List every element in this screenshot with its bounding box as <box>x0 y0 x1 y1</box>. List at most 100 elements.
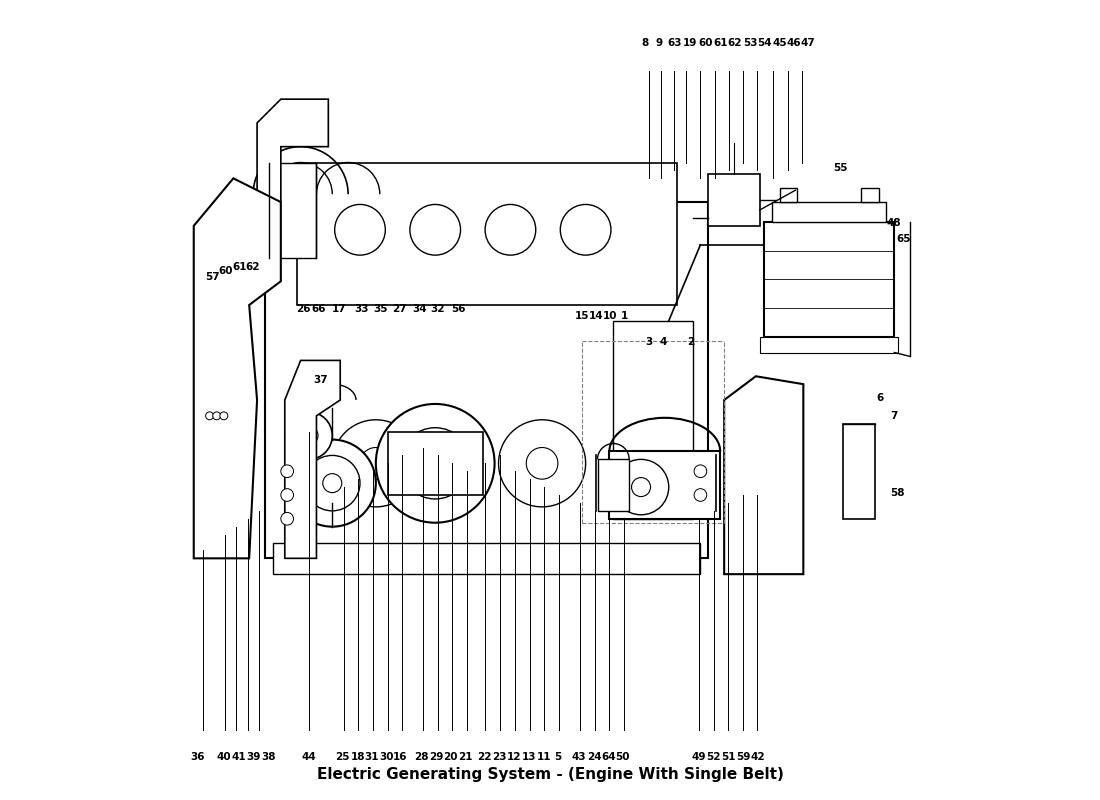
Text: 2: 2 <box>688 338 694 347</box>
Text: 55: 55 <box>834 163 848 173</box>
Polygon shape <box>194 178 280 558</box>
Text: Electric Generating System - (Engine With Single Belt): Electric Generating System - (Engine Wit… <box>317 766 783 782</box>
Text: 56: 56 <box>451 304 465 314</box>
Text: 47: 47 <box>801 38 815 48</box>
Text: 61: 61 <box>232 262 246 272</box>
Circle shape <box>305 455 360 511</box>
Bar <box>861 188 879 202</box>
Text: 12: 12 <box>507 752 521 762</box>
Circle shape <box>410 205 461 255</box>
Text: 49: 49 <box>692 752 706 762</box>
Bar <box>760 337 899 353</box>
Bar <box>763 222 894 337</box>
Text: 18: 18 <box>351 752 365 762</box>
Circle shape <box>614 459 669 514</box>
Circle shape <box>299 426 318 445</box>
Text: 29: 29 <box>429 752 443 762</box>
Text: 36: 36 <box>190 752 205 762</box>
Text: 65: 65 <box>896 234 911 244</box>
Text: 26: 26 <box>296 304 310 314</box>
Circle shape <box>498 420 585 507</box>
Text: 5: 5 <box>554 752 561 762</box>
Circle shape <box>332 420 419 507</box>
Text: 31: 31 <box>364 752 380 762</box>
Text: 60: 60 <box>219 266 233 276</box>
Text: 6: 6 <box>877 394 883 403</box>
Text: 60: 60 <box>697 38 713 48</box>
Circle shape <box>560 205 610 255</box>
Circle shape <box>220 412 228 420</box>
Circle shape <box>280 489 294 502</box>
Circle shape <box>280 513 294 525</box>
Text: 66: 66 <box>311 304 326 314</box>
Bar <box>297 162 676 305</box>
Text: 17: 17 <box>332 304 346 314</box>
Text: 42: 42 <box>750 752 764 762</box>
Text: 50: 50 <box>616 752 630 762</box>
Circle shape <box>280 465 294 478</box>
Text: 37: 37 <box>314 375 328 386</box>
Text: 14: 14 <box>588 311 603 321</box>
Text: 52: 52 <box>706 752 722 762</box>
Text: 48: 48 <box>887 218 901 228</box>
Circle shape <box>399 428 471 499</box>
Text: 43: 43 <box>572 752 586 762</box>
Circle shape <box>288 439 376 526</box>
Text: 34: 34 <box>412 304 427 314</box>
Bar <box>772 202 887 222</box>
Circle shape <box>526 447 558 479</box>
Circle shape <box>212 412 221 420</box>
Circle shape <box>285 412 332 459</box>
Text: 62: 62 <box>245 262 261 272</box>
Text: 63: 63 <box>667 38 682 48</box>
Text: 57: 57 <box>206 271 220 282</box>
Text: 28: 28 <box>415 752 429 762</box>
Text: 10: 10 <box>603 311 617 321</box>
Circle shape <box>376 404 495 522</box>
Text: 64: 64 <box>602 752 616 762</box>
Circle shape <box>206 412 213 420</box>
Circle shape <box>360 447 392 479</box>
Circle shape <box>334 205 385 255</box>
Text: 27: 27 <box>393 304 407 314</box>
Bar <box>843 424 874 518</box>
Text: 1: 1 <box>620 311 628 321</box>
Bar <box>609 451 721 518</box>
Text: 3: 3 <box>646 338 652 347</box>
Circle shape <box>694 465 706 478</box>
Text: 45: 45 <box>772 38 786 48</box>
Text: 19: 19 <box>683 38 697 48</box>
Text: 23: 23 <box>492 752 507 762</box>
Circle shape <box>322 474 342 493</box>
Polygon shape <box>257 99 328 202</box>
Text: 39: 39 <box>246 752 261 762</box>
Text: 21: 21 <box>458 752 473 762</box>
Bar <box>273 542 701 574</box>
Text: 16: 16 <box>393 752 408 762</box>
Circle shape <box>631 478 650 497</box>
Text: 30: 30 <box>378 752 394 762</box>
Bar <box>597 459 629 511</box>
Bar <box>270 162 317 258</box>
Bar <box>708 174 760 226</box>
Text: 33: 33 <box>354 304 368 314</box>
Bar <box>780 188 798 202</box>
Circle shape <box>485 205 536 255</box>
Text: 35: 35 <box>373 304 388 314</box>
Bar <box>265 202 708 558</box>
Text: 51: 51 <box>720 752 736 762</box>
Bar <box>614 321 693 518</box>
Polygon shape <box>724 376 803 574</box>
Text: 8: 8 <box>641 38 649 48</box>
Text: 38: 38 <box>262 752 276 762</box>
Text: 46: 46 <box>786 38 801 48</box>
Text: 20: 20 <box>443 752 458 762</box>
Text: 32: 32 <box>430 304 444 314</box>
Text: 44: 44 <box>301 752 316 762</box>
Circle shape <box>694 489 706 502</box>
Text: 61: 61 <box>713 38 727 48</box>
Text: 41: 41 <box>232 752 246 762</box>
Text: 25: 25 <box>336 752 350 762</box>
Text: 7: 7 <box>890 411 898 421</box>
Text: 9: 9 <box>656 38 663 48</box>
